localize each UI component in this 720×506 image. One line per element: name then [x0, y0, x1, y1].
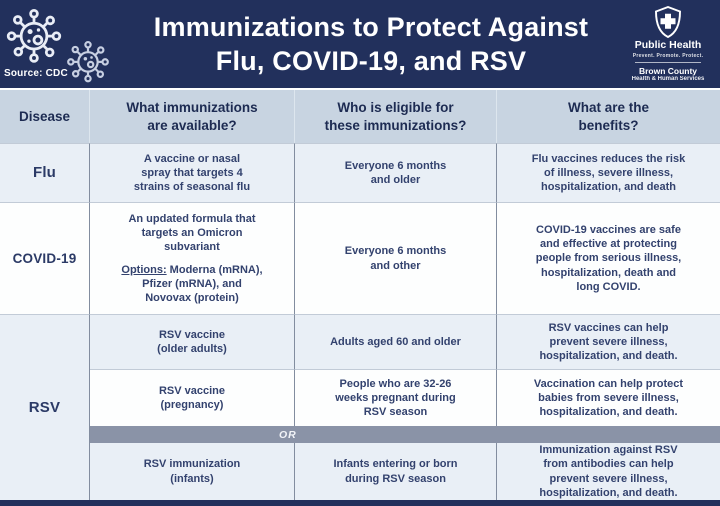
header-banner: Source: CDC Immunizations to Protect Aga…	[0, 0, 720, 88]
covid-available-options: Options: Moderna (mRNA), Pfizer (mRNA), …	[121, 263, 262, 306]
rsv-infants-benefits-cell: Immunization against RSV from antibodies…	[497, 443, 720, 500]
column-header-eligible: Who is eligible for these immunizations?	[295, 90, 497, 143]
bottom-accent-bar	[0, 500, 720, 506]
rsv-infants-available-cell: RSV immunization (infants)	[90, 443, 295, 500]
title-line-1: Immunizations to Protect Against	[153, 12, 589, 43]
options-label: Options:	[121, 263, 167, 276]
rsv-older-adults-eligible-cell: Adults aged 60 and older	[295, 314, 497, 369]
options-text: Moderna (mRNA), Pfizer (mRNA), and Novov…	[142, 263, 263, 305]
title-line-2: Flu, COVID-19, and RSV	[215, 46, 527, 76]
rsv-older-adults-available-cell: RSV vaccine (older adults)	[90, 314, 295, 369]
rsv-pregnancy-eligible-cell: People who are 32-26 weeks pregnant duri…	[295, 369, 497, 426]
banner-virus-art: Source: CDC	[0, 0, 126, 88]
logo-dept: Health & Human Services	[631, 75, 705, 82]
immunization-table: Disease What immunizations are available…	[0, 88, 720, 506]
page-title: Immunizations to Protect Against Flu, CO…	[126, 0, 616, 88]
flu-benefits-cell: Flu vaccines reduces the risk of illness…	[497, 143, 720, 202]
flu-disease-cell: Flu	[0, 143, 90, 202]
logo-org-name: Public Health	[634, 39, 702, 51]
flu-available-cell: A vaccine or nasal spray that targets 4 …	[90, 143, 295, 202]
logo-county: Brown County	[638, 65, 698, 76]
or-divider-bar: OR	[90, 426, 720, 443]
rsv-infants-eligible-cell: Infants entering or born during RSV seas…	[295, 443, 497, 500]
org-logo: Public Health Prevent. Promote. Protect.…	[616, 0, 720, 88]
rsv-pregnancy-benefits-cell: Vaccination can help protect babies from…	[497, 369, 720, 426]
rsv-pregnancy-available-cell: RSV vaccine (pregnancy)	[90, 369, 295, 426]
logo-divider	[635, 61, 701, 63]
covid-eligible-cell: Everyone 6 months and other	[295, 202, 497, 314]
flu-eligible-cell: Everyone 6 months and older	[295, 143, 497, 202]
column-header-disease: Disease	[0, 90, 90, 143]
covid-benefits-cell: COVID-19 vaccines are safe and effective…	[497, 202, 720, 314]
column-header-benefits: What are the benefits?	[497, 90, 720, 143]
rsv-older-adults-benefits-cell: RSV vaccines can help prevent severe ill…	[497, 314, 720, 369]
or-label: OR	[279, 428, 297, 441]
virus-icon-large	[6, 8, 62, 63]
covid-available-cell: An updated formula that targets an Omicr…	[90, 202, 295, 314]
shield-cross-icon	[655, 5, 681, 39]
source-label: Source: CDC	[4, 68, 68, 79]
covid-available-intro: An updated formula that targets an Omicr…	[128, 212, 256, 254]
column-header-available: What immunizations are available?	[90, 90, 295, 143]
rsv-disease-cell: RSV	[0, 314, 90, 500]
virus-icon-small	[67, 40, 109, 83]
logo-tagline: Prevent. Promote. Protect.	[632, 52, 704, 59]
covid-disease-cell: COVID-19	[0, 202, 90, 314]
